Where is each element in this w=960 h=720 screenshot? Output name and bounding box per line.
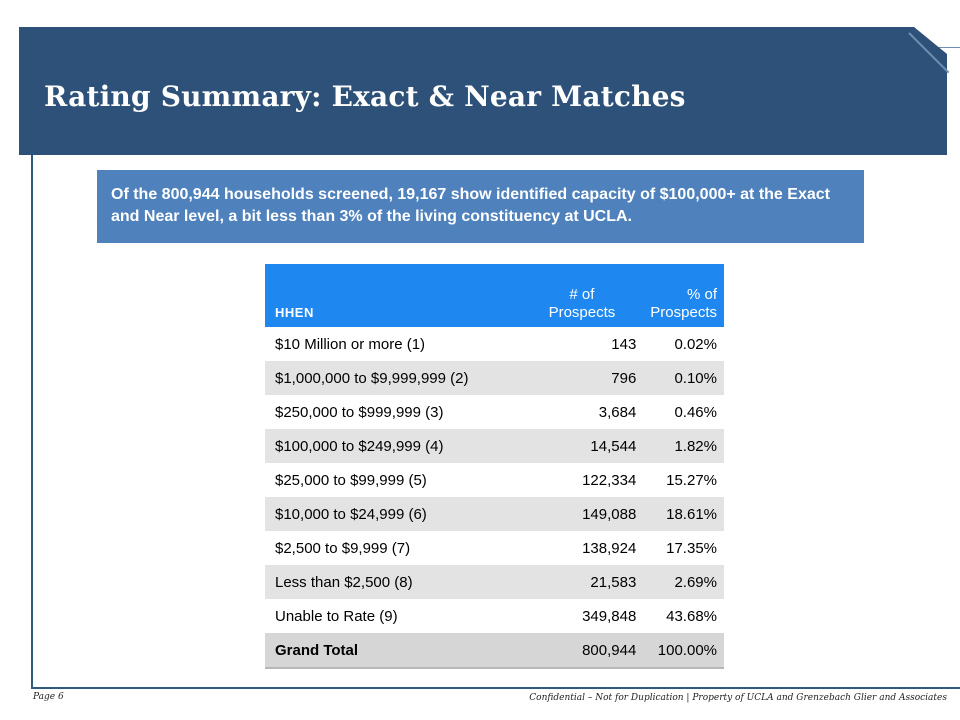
table-cell-num: 143 [520,327,644,361]
table-cell-name: $1,000,000 to $9,999,999 (2) [265,361,521,395]
table-cell-num: 149,088 [520,497,644,531]
table-cell-pct: 0.02% [643,327,724,361]
table-cell-pct: 0.46% [643,395,724,429]
table-cell-name: $100,000 to $249,999 (4) [265,429,521,463]
header-hhen: HHEN [265,264,521,327]
header-pct-line2: Prospects [650,304,717,321]
table-cell-num: 796 [520,361,644,395]
table-cell-name: $250,000 to $999,999 (3) [265,395,521,429]
table-cell-pct: 100.00% [643,633,724,669]
table-row: Unable to Rate (9) 349,848 43.68% [265,599,724,633]
summary-callout: Of the 800,944 households screened, 19,1… [97,170,864,243]
table-row: $250,000 to $999,999 (3) 3,684 0.46% [265,395,724,429]
table-cell-pct: 18.61% [643,497,724,531]
table-cell-num: 21,583 [520,565,644,599]
frame-left-border [31,48,33,688]
grand-total-row: Grand Total 800,944 100.00% [265,633,724,669]
table-cell-pct: 1.82% [643,429,724,463]
header-percent: % of Prospects [643,264,724,327]
table-header-row: HHEN # of Prospects % of Prospects [265,264,724,327]
table-cell-name: Unable to Rate (9) [265,599,521,633]
table-row: $100,000 to $249,999 (4) 14,544 1.82% [265,429,724,463]
table-cell-name: $10,000 to $24,999 (6) [265,497,521,531]
table-cell-pct: 2.69% [643,565,724,599]
confidentiality-notice: Confidential – Not for Duplication | Pro… [529,693,947,703]
table-body: $10 Million or more (1) 143 0.02% $1,000,00… [265,327,724,669]
table-cell-pct: 17.35% [643,531,724,565]
table-cell-num: 122,334 [520,463,644,497]
page-number: Page 6 [33,692,64,702]
table-cell-num: 349,848 [520,599,644,633]
table-cell-pct: 43.68% [643,599,724,633]
table-row: $10,000 to $24,999 (6) 149,088 18.61% [265,497,724,531]
table-cell-name: $10 Million or more (1) [265,327,521,361]
frame-bottom-border [31,687,960,689]
table-cell-pct: 0.10% [643,361,724,395]
slide-title: Rating Summary: Exact & Near Matches [44,80,686,113]
rating-summary-table: HHEN # of Prospects % of Prospects $10 M… [265,264,724,669]
table-cell-pct: 15.27% [643,463,724,497]
table-cell-name: Less than $2,500 (8) [265,565,521,599]
table-cell-name: Grand Total [265,633,521,669]
table-row: $2,500 to $9,999 (7) 138,924 17.35% [265,531,724,565]
header-count: # of Prospects [520,264,644,327]
table-cell-name: $25,000 to $99,999 (5) [265,463,521,497]
table-row: $25,000 to $99,999 (5) 122,334 15.27% [265,463,724,497]
table-row: $10 Million or more (1) 143 0.02% [265,327,724,361]
header-count-line1: # of [569,286,595,303]
header-count-line2: Prospects [548,304,616,321]
table-cell-num: 138,924 [520,531,644,565]
table-cell-name: $2,500 to $9,999 (7) [265,531,521,565]
table-row: Less than $2,500 (8) 21,583 2.69% [265,565,724,599]
table-cell-num: 3,684 [520,395,644,429]
title-banner [19,27,947,155]
table-cell-num: 14,544 [520,429,644,463]
header-pct-line1: % of [686,286,717,303]
table-cell-num: 800,944 [520,633,644,669]
table-row: $1,000,000 to $9,999,999 (2) 796 0.10% [265,361,724,395]
